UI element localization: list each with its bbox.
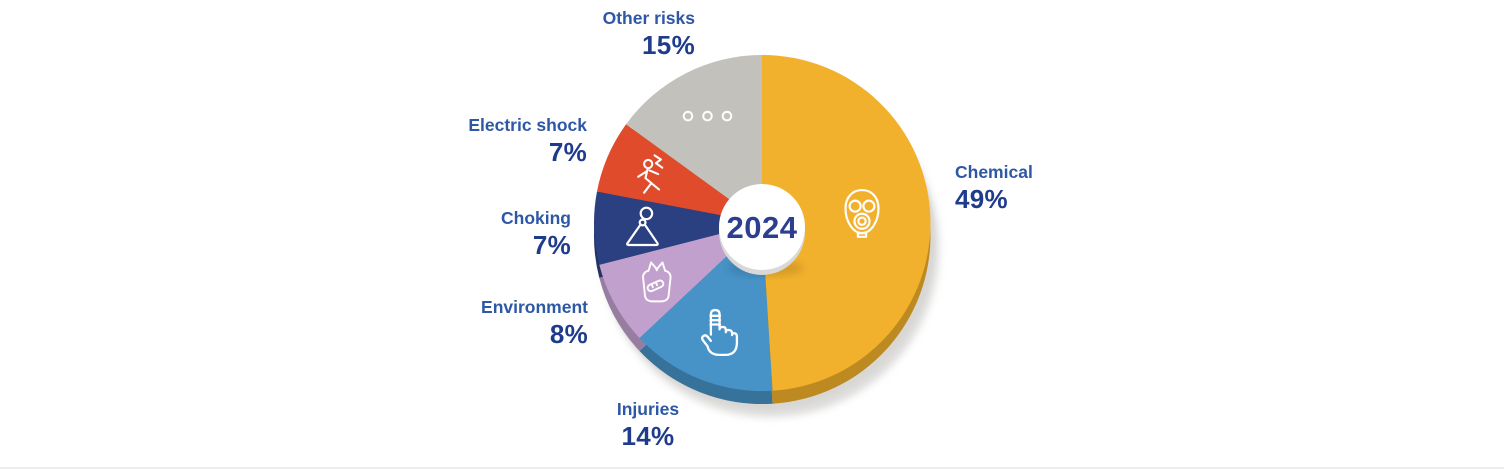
pie-top-layer [594, 54, 931, 392]
pie-chart [594, 54, 931, 405]
label-injuries-percent: 14% [621, 421, 675, 451]
label-choking-percent: 7% [532, 230, 571, 260]
label-chemical-name: Chemical [955, 162, 1033, 182]
label-chemical-percent: 49% [955, 184, 1008, 214]
label-other-risks-percent: 15% [642, 30, 695, 60]
label-electric-shock-percent: 7% [548, 137, 587, 167]
pie-slice-choking [594, 191, 762, 265]
label-electric-shock-name: Electric shock [468, 115, 587, 135]
label-environment-name: Environment [481, 297, 588, 317]
label-injuries-name: Injuries [616, 399, 680, 419]
label-electric-shock: Electric shock 7% [430, 115, 587, 168]
pie-slice-chemical [762, 54, 931, 391]
label-environment-percent: 8% [549, 319, 588, 349]
label-other-risks: Other risks 15% [553, 8, 695, 61]
pie-slice-other-risks [626, 55, 762, 223]
label-environment: Environment 8% [430, 297, 588, 350]
center-circle [719, 184, 805, 270]
label-injuries: Injuries 14% [573, 399, 723, 452]
label-choking: Choking 7% [440, 208, 571, 261]
bottom-divider [0, 467, 1504, 469]
pie-slice-electric-shock [597, 124, 762, 223]
pie-slice-environment [599, 223, 762, 338]
label-other-risks-name: Other risks [602, 8, 695, 28]
pie-center: 2024 [719, 184, 805, 276]
label-chemical: Chemical 49% [955, 162, 1115, 215]
label-choking-name: Choking [501, 208, 571, 228]
center-year-label: 2024 [727, 210, 798, 245]
